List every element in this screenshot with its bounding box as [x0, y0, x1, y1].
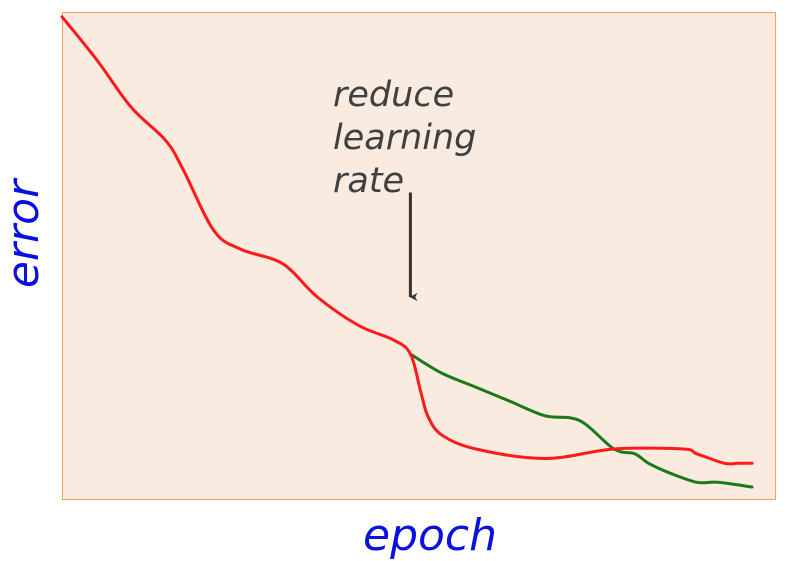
x-axis-label: epoch	[363, 510, 497, 561]
series-layer	[60, 15, 754, 489]
plot-area	[62, 12, 776, 500]
y-axis-label: error	[0, 179, 49, 289]
series-line-green	[408, 352, 754, 489]
annotation-line-2: learning	[333, 118, 477, 158]
annotation-line-3: rate	[333, 161, 405, 201]
series-line-red	[60, 15, 754, 466]
annotation-text: reduce learning rate	[333, 74, 476, 203]
annotation-line-1: reduce	[333, 75, 455, 115]
